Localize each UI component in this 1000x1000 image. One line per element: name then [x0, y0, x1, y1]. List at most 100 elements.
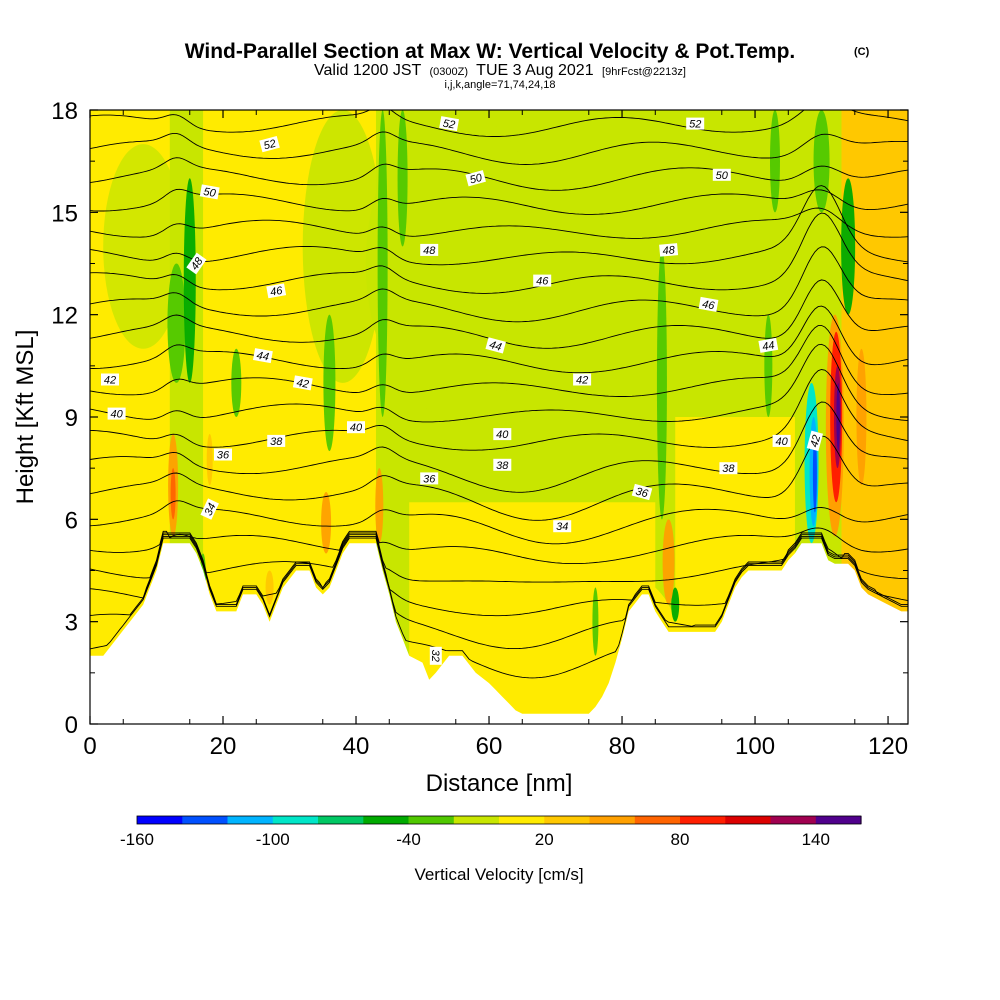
- field-region: [302, 110, 383, 383]
- contour-label-bg: [101, 373, 119, 386]
- contour-label-bg: [493, 458, 512, 471]
- contour-label-text: 52: [442, 118, 456, 132]
- updraft-plume: [206, 434, 213, 486]
- x-axis-label: Distance [nm]: [426, 770, 573, 797]
- theta-contour: [90, 110, 908, 137]
- contour-label-text: 46: [701, 298, 716, 312]
- colorbar-tick-label: -40: [396, 830, 421, 849]
- contour-label-text: 40: [350, 422, 363, 434]
- x-tick-label: 40: [343, 733, 370, 760]
- colorbar-swatch: [544, 816, 591, 824]
- contour-label-bg: [573, 373, 592, 386]
- contour-label-text: 38: [496, 460, 509, 472]
- y-tick-label: 18: [51, 98, 78, 125]
- downdraft-plume: [813, 110, 830, 213]
- contour-label-text: 38: [270, 436, 283, 448]
- updraft-plume: [662, 519, 675, 605]
- contour-label: 46: [533, 274, 552, 288]
- contour-label-bg: [719, 462, 738, 475]
- contour-label: 46: [266, 283, 287, 299]
- contour-label-text: 42: [104, 375, 116, 387]
- theta-contours: [90, 110, 908, 679]
- contour-label-text: 40: [775, 436, 788, 448]
- y-axis-label: Height [Kft MSL]: [12, 330, 39, 505]
- downdraft-plume: [377, 110, 388, 417]
- colorbar-frame: [136, 815, 862, 825]
- theta-contour: [90, 537, 908, 679]
- contour-label-text: 42: [576, 375, 588, 387]
- contour-label: 50: [465, 170, 486, 187]
- updraft-core: [836, 382, 840, 452]
- contour-label-text: 44: [256, 350, 270, 364]
- contour-label-bg: [631, 483, 653, 501]
- y-tick-label: 3: [65, 610, 78, 637]
- contour-label-text: 50: [716, 170, 729, 182]
- contour-label-bg: [493, 428, 512, 441]
- contour-label-text: 40: [496, 429, 509, 441]
- field-region: [103, 144, 184, 349]
- contour-label-bg: [252, 348, 273, 364]
- x-tick-label: 120: [868, 733, 908, 760]
- contour-label: 50: [199, 184, 220, 200]
- contour-label-bg: [214, 448, 232, 461]
- contour-label: 44: [252, 348, 273, 364]
- contour-label: 42: [292, 375, 313, 391]
- colorbar-swatch: [680, 816, 726, 824]
- contour-label-bg: [465, 170, 486, 187]
- contour-label-text: 38: [722, 463, 735, 475]
- contour-label: 34: [553, 520, 572, 533]
- contour-label-bg: [267, 434, 286, 447]
- y-tick-label: 12: [51, 303, 78, 330]
- contour-label: 40: [347, 421, 365, 434]
- contour-label: 52: [686, 117, 705, 131]
- updraft-plume: [375, 468, 384, 544]
- contour-label-bg: [259, 135, 280, 153]
- contour-label: 44: [758, 337, 779, 353]
- contour-label: 42: [806, 430, 823, 452]
- downdraft-core: [812, 434, 817, 513]
- x-tick-label: 100: [735, 733, 775, 760]
- contour-label-bg: [772, 434, 791, 447]
- colorbar-tick-label: 20: [535, 830, 554, 849]
- contour-label-text: 36: [423, 473, 436, 485]
- contour-label-bg: [199, 184, 220, 200]
- contour-label-bg: [200, 498, 219, 520]
- colorbar-swatch: [227, 816, 274, 824]
- contour-label: 48: [420, 243, 439, 257]
- chart-indices: i,j,k,angle=71,74,24,18: [444, 79, 555, 91]
- contour-label: 38: [493, 458, 512, 472]
- contour-label-text: 42: [808, 434, 823, 449]
- colorbar-swatch: [182, 816, 229, 824]
- contour-label: 52: [439, 116, 460, 132]
- contour-label-bg: [698, 296, 719, 312]
- subtitle-utc: (0300Z): [429, 66, 468, 78]
- downdraft-plume: [397, 110, 408, 247]
- theta-contour: [90, 305, 908, 374]
- theta-contour: [90, 157, 908, 191]
- contour-label: 34: [200, 498, 219, 520]
- contour-label: 40: [107, 407, 126, 421]
- contour-label: 36: [214, 448, 232, 462]
- downdraft-plume: [167, 263, 186, 383]
- colorbar-swatch: [137, 816, 183, 824]
- theta-contour: [90, 212, 908, 294]
- y-tick-label: 6: [65, 507, 78, 534]
- contour-label: 38: [719, 462, 738, 475]
- colorbar-label: Vertical Velocity [cm/s]: [414, 865, 583, 884]
- theta-contour: [90, 435, 908, 521]
- contour-label: 50: [712, 168, 731, 182]
- contour-label-bg: [758, 337, 779, 353]
- contour-label-text: 46: [536, 276, 549, 288]
- chart-title: Wind-Parallel Section at Max W: Vertical…: [185, 40, 796, 63]
- contour-label-bg: [107, 407, 126, 420]
- colorbar-swatch: [634, 816, 681, 824]
- contour-label-bg: [439, 116, 460, 132]
- contour-label-text: 36: [217, 450, 230, 462]
- contour-label: 44: [485, 337, 506, 354]
- contour-label-bg: [686, 117, 705, 130]
- colorbar-swatch: [815, 816, 862, 824]
- contour-label: 52: [259, 135, 280, 153]
- theta-contour: [90, 207, 908, 239]
- theta-contour: [90, 324, 908, 397]
